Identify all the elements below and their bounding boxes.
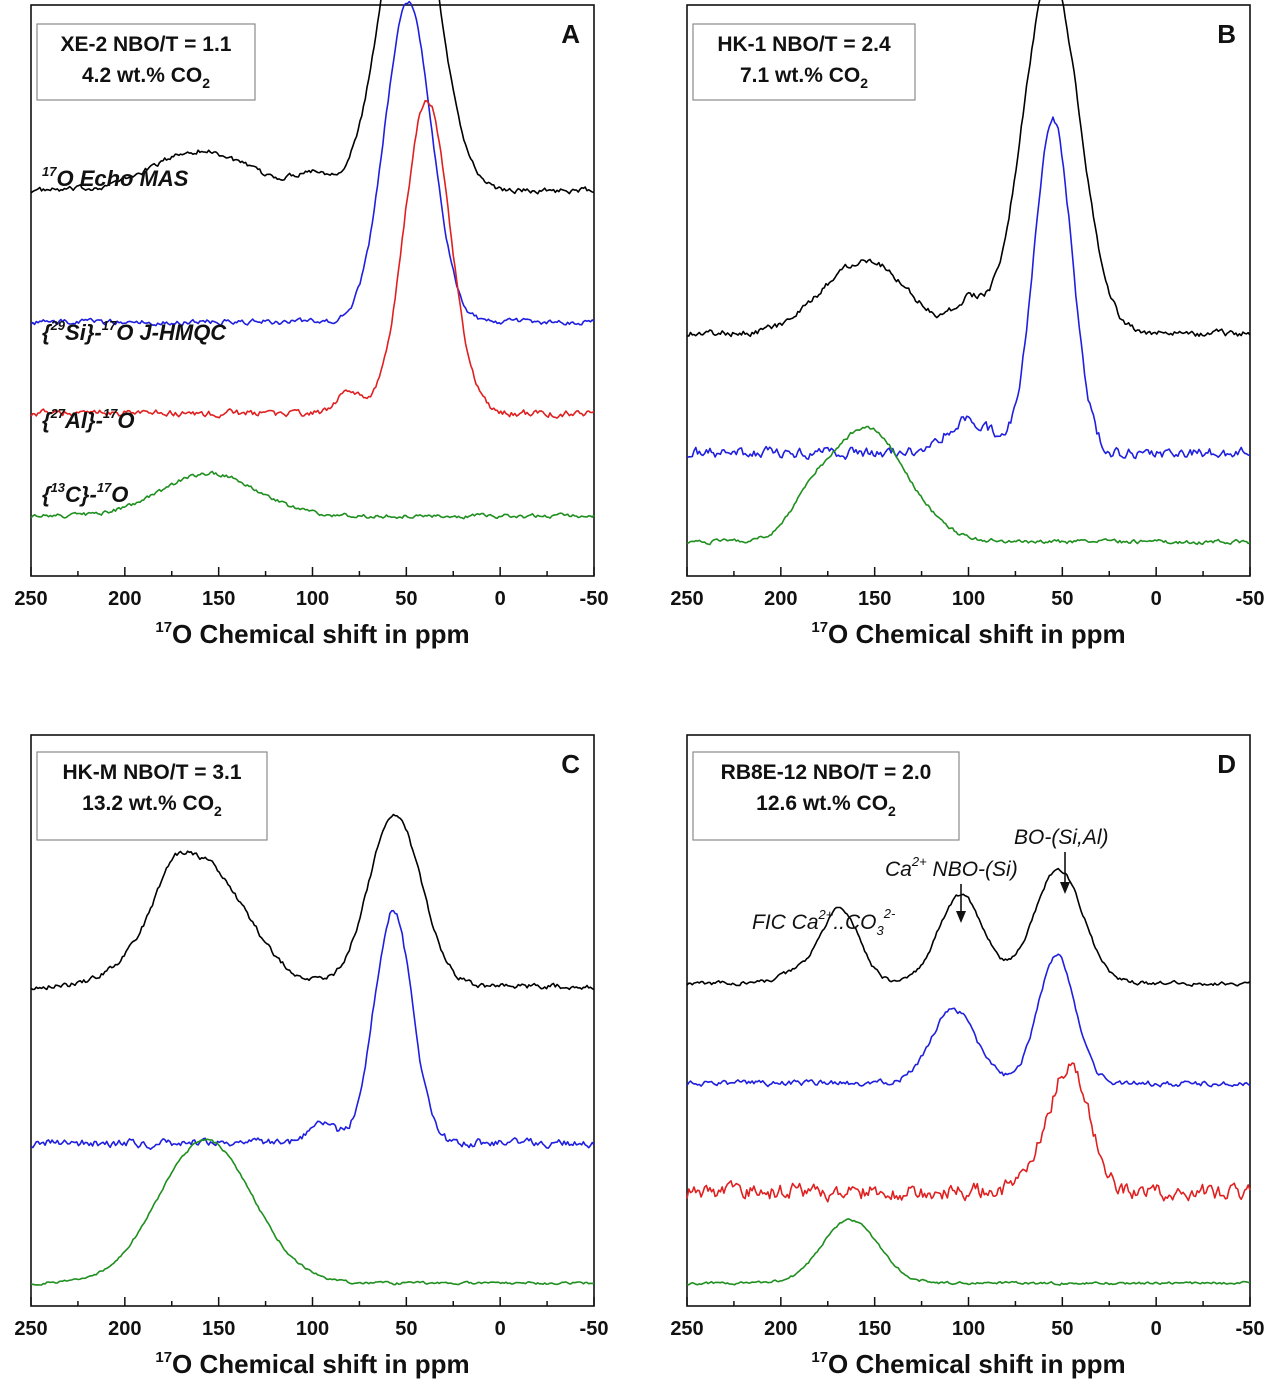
x-tick-label: 100 — [952, 588, 985, 610]
spectrum-trace — [686, 116, 1251, 461]
spectrum-trace — [686, 0, 1251, 338]
spectrum-trace — [686, 953, 1251, 1088]
trace-label: {13C}-17O — [42, 480, 128, 507]
spectrum-trace — [686, 867, 1251, 988]
x-axis-label-sup: 17 — [811, 1349, 828, 1366]
spectrum-trace — [30, 470, 595, 520]
annotation-fic: FIC Ca2+..CO32- — [752, 906, 896, 938]
panel-letter: B — [1217, 19, 1236, 49]
x-tick-label: -50 — [1236, 588, 1265, 610]
x-tick-label: -50 — [580, 1318, 609, 1340]
sample-info-box — [692, 23, 916, 101]
x-tick-label: 50 — [1051, 1318, 1073, 1340]
arrow-head — [956, 911, 966, 923]
x-axis-label-sup: 17 — [155, 1349, 172, 1366]
panel-letter: D — [1217, 749, 1236, 779]
x-axis-label: 17O Chemical shift in ppm — [811, 1349, 1125, 1379]
spectrum-trace — [30, 813, 595, 991]
spectrum-trace — [30, 0, 595, 327]
x-axis-label-main: O Chemical shift in ppm — [172, 1349, 470, 1379]
sample-info-box — [36, 751, 268, 841]
spectrum-trace — [30, 1138, 594, 1286]
x-tick-label: 200 — [764, 588, 797, 610]
x-tick-label: 50 — [395, 588, 417, 610]
x-tick-label: 200 — [764, 1318, 797, 1340]
x-tick-label: -50 — [580, 588, 609, 610]
x-tick-label: 150 — [202, 1318, 235, 1340]
x-tick-label: 0 — [495, 588, 506, 610]
sample-nbo-label: XE-2 NBO/T = 1.1 — [61, 33, 232, 56]
x-tick-label: 100 — [296, 1318, 329, 1340]
sample-info-box — [692, 751, 960, 841]
x-tick-label: 200 — [108, 1318, 141, 1340]
x-tick-label: 150 — [858, 1318, 891, 1340]
x-axis-label: 17O Chemical shift in ppm — [811, 619, 1125, 649]
spectrum-trace — [30, 100, 595, 419]
x-tick-label: 250 — [14, 1318, 47, 1340]
x-axis-label-main: O Chemical shift in ppm — [828, 619, 1126, 649]
x-tick-label: 200 — [108, 588, 141, 610]
x-tick-label: 100 — [296, 588, 329, 610]
sample-nbo-label: HK-M NBO/T = 3.1 — [62, 761, 241, 784]
x-tick-label: 150 — [858, 588, 891, 610]
panel-letter: C — [561, 749, 580, 779]
spectrum-trace — [30, 909, 595, 1150]
annotation-nbo: Ca2+ NBO-(Si) — [885, 854, 1018, 881]
spectrum-trace — [686, 1062, 1251, 1203]
x-axis-label-sup: 17 — [811, 619, 828, 636]
x-tick-label: 100 — [952, 1318, 985, 1340]
x-tick-label: 250 — [670, 588, 703, 610]
panel-d: 250 200 150 100 50 0 -50 17O Chemical shift in … — [670, 734, 1265, 1379]
x-tick-label: 250 — [670, 1318, 703, 1340]
sample-co2-label: 12.6 wt.% CO2 — [756, 792, 896, 819]
sample-co2-label: 7.1 wt.% CO2 — [740, 64, 868, 91]
panel-a: 250 200 150 100 50 0 -50 17O Chemical shift in … — [14, 0, 608, 649]
x-tick-label: 50 — [395, 1318, 417, 1340]
x-axis-label: 17O Chemical shift in ppm — [155, 1349, 469, 1379]
x-axis-label-main: O Chemical shift in ppm — [828, 1349, 1126, 1379]
panel-letter: A — [561, 19, 580, 49]
spectrum-trace — [686, 425, 1251, 546]
x-tick-label: 250 — [14, 588, 47, 610]
x-axis-label: 17O Chemical shift in ppm — [155, 619, 469, 649]
panel-b: 250 200 150 100 50 0 -50 17O Chemical shift in … — [670, 0, 1264, 649]
trace-label: {29Si}-17O J-HMQC — [42, 318, 227, 345]
sample-info-box — [36, 23, 256, 101]
sample-co2-label: 4.2 wt.% CO2 — [82, 64, 210, 91]
sample-co2-label: 13.2 wt.% CO2 — [82, 792, 222, 819]
x-axis-label-sup: 17 — [155, 619, 172, 636]
trace-label: {27Al}-17O — [42, 406, 135, 433]
annotation-bo: BO-(Si,Al) — [1014, 826, 1109, 849]
panel-c: 250 200 150 100 50 0 -50 17O Chemical shift in … — [14, 734, 609, 1379]
spectrum-trace — [686, 1218, 1251, 1286]
x-tick-label: 0 — [495, 1318, 506, 1340]
x-axis-label-main: O Chemical shift in ppm — [172, 619, 470, 649]
x-tick-label: 150 — [202, 588, 235, 610]
arrow-head — [1060, 882, 1070, 894]
spectrum-trace — [30, 0, 595, 195]
sample-nbo-label: RB8E-12 NBO/T = 2.0 — [721, 761, 932, 784]
trace-label: 17O Echo MAS — [42, 164, 189, 191]
x-tick-label: -50 — [1236, 1318, 1265, 1340]
sample-nbo-label: HK-1 NBO/T = 2.4 — [717, 33, 891, 56]
x-tick-label: 50 — [1051, 588, 1073, 610]
x-tick-label: 0 — [1151, 588, 1162, 610]
x-tick-label: 0 — [1151, 1318, 1162, 1340]
